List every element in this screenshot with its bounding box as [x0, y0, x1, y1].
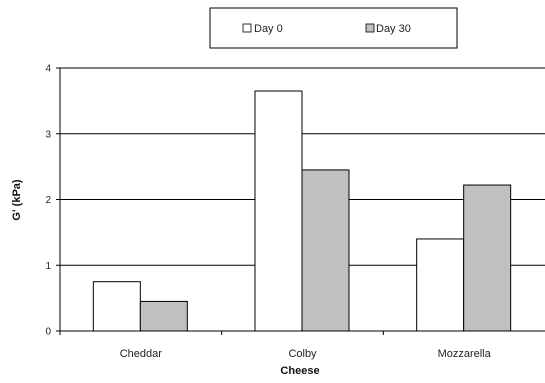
x-category-label: Cheddar [120, 348, 163, 360]
legend-swatch-day-0 [242, 23, 252, 33]
y-tick-label: 0 [45, 327, 51, 338]
legend-label-day-0: Day 0 [254, 23, 283, 35]
bars [59, 90, 512, 335]
y-tick-label: 1 [45, 261, 51, 272]
y-tick-label: 3 [45, 129, 51, 140]
x-category-label: Mozzarella [438, 348, 492, 360]
bar-cheddar-day-0 [92, 281, 141, 332]
y-tick-labels: 0 1 2 3 4 [45, 64, 51, 338]
y-axis-title: G' (kPa) [11, 179, 23, 220]
bar-colby-day-30 [301, 169, 350, 332]
bar-colby-day-0 [254, 90, 303, 332]
legend-swatch-day-30 [365, 23, 375, 33]
y-tick-label: 4 [45, 64, 51, 75]
legend: Day 0 Day 30 [209, 7, 458, 49]
bar-mozzarella-day-30 [463, 184, 512, 332]
x-axis-title: Cheese [280, 365, 319, 377]
axes [59, 68, 545, 332]
bar-mozzarella-day-0 [416, 238, 465, 332]
x-category-label: Colby [288, 348, 317, 360]
legend-label-day-30: Day 30 [376, 23, 411, 35]
y-tick-label: 2 [45, 195, 51, 206]
x-category-labels: Cheddar Colby Mozzarella [120, 348, 492, 360]
bar-cheddar-day-30 [139, 300, 188, 332]
